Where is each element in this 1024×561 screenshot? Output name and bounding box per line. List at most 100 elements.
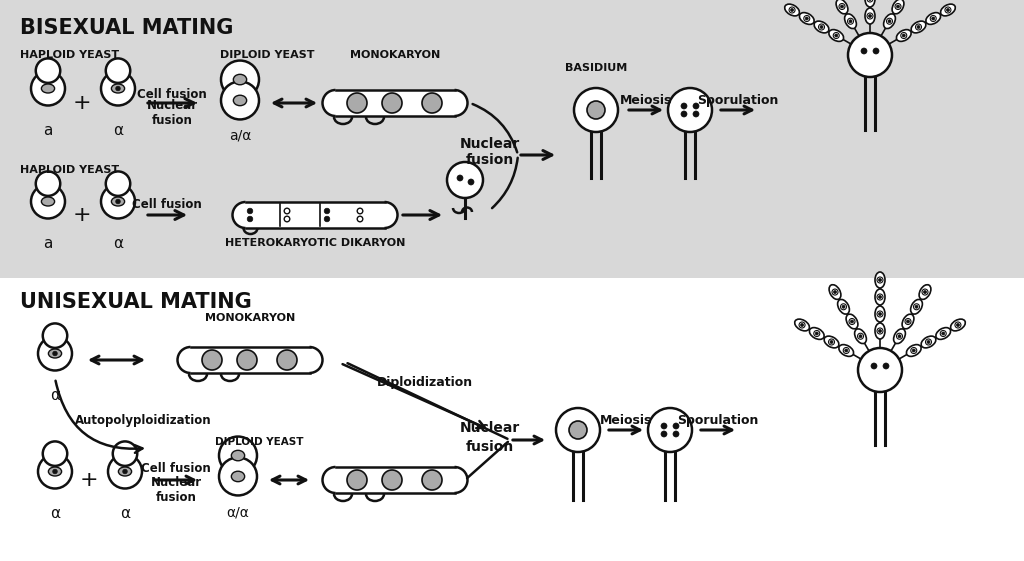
Ellipse shape bbox=[845, 14, 856, 29]
Circle shape bbox=[219, 436, 257, 475]
Ellipse shape bbox=[795, 319, 809, 331]
Circle shape bbox=[848, 18, 853, 24]
Circle shape bbox=[323, 467, 348, 493]
Text: Meiosis: Meiosis bbox=[600, 413, 652, 426]
Text: HAPLOID YEAST: HAPLOID YEAST bbox=[20, 50, 119, 60]
Circle shape bbox=[105, 58, 130, 83]
Ellipse shape bbox=[814, 21, 828, 33]
Text: Cell fusion: Cell fusion bbox=[132, 197, 202, 210]
Ellipse shape bbox=[941, 4, 955, 16]
Circle shape bbox=[108, 454, 142, 489]
Text: α: α bbox=[120, 505, 130, 521]
Ellipse shape bbox=[892, 0, 904, 14]
Ellipse shape bbox=[920, 284, 931, 300]
Circle shape bbox=[867, 0, 873, 2]
Circle shape bbox=[858, 348, 902, 392]
Ellipse shape bbox=[837, 0, 848, 14]
Ellipse shape bbox=[874, 289, 885, 305]
Ellipse shape bbox=[809, 328, 824, 339]
Ellipse shape bbox=[48, 349, 61, 358]
Circle shape bbox=[668, 88, 712, 132]
Ellipse shape bbox=[922, 336, 936, 348]
Ellipse shape bbox=[800, 12, 814, 24]
Text: α: α bbox=[113, 122, 123, 137]
Circle shape bbox=[43, 323, 68, 348]
Circle shape bbox=[799, 322, 805, 328]
Circle shape bbox=[285, 216, 290, 222]
Circle shape bbox=[815, 332, 818, 335]
Ellipse shape bbox=[855, 329, 866, 343]
Circle shape bbox=[177, 347, 204, 373]
Circle shape bbox=[681, 111, 687, 117]
Ellipse shape bbox=[906, 344, 922, 356]
Ellipse shape bbox=[936, 328, 950, 339]
Circle shape bbox=[926, 339, 932, 345]
Circle shape bbox=[681, 103, 687, 109]
Circle shape bbox=[52, 469, 57, 474]
Text: α: α bbox=[50, 388, 60, 402]
Circle shape bbox=[861, 48, 867, 54]
Circle shape bbox=[36, 58, 60, 83]
Circle shape bbox=[556, 408, 600, 452]
Ellipse shape bbox=[926, 12, 941, 24]
Circle shape bbox=[843, 347, 849, 353]
Text: Autopolyploidization: Autopolyploidization bbox=[75, 413, 212, 426]
Bar bbox=[246, 202, 384, 228]
Text: DIPLOID YEAST: DIPLOID YEAST bbox=[215, 437, 303, 447]
Text: HAPLOID YEAST: HAPLOID YEAST bbox=[20, 165, 119, 175]
Circle shape bbox=[814, 330, 820, 337]
Circle shape bbox=[113, 442, 137, 466]
Circle shape bbox=[38, 337, 72, 370]
Circle shape bbox=[913, 304, 920, 310]
Text: Meiosis: Meiosis bbox=[620, 94, 672, 107]
Circle shape bbox=[877, 328, 883, 334]
Circle shape bbox=[357, 208, 362, 214]
Circle shape bbox=[232, 202, 258, 228]
Circle shape bbox=[828, 339, 835, 345]
Circle shape bbox=[587, 101, 605, 119]
Ellipse shape bbox=[231, 450, 245, 461]
Circle shape bbox=[830, 341, 833, 343]
Circle shape bbox=[221, 61, 259, 99]
Circle shape bbox=[804, 16, 810, 21]
Ellipse shape bbox=[865, 8, 874, 24]
Circle shape bbox=[868, 15, 871, 17]
Bar bbox=[0, 0, 1024, 278]
Circle shape bbox=[457, 175, 463, 181]
Text: HETEROKARYOTIC DIKARYON: HETEROKARYOTIC DIKARYON bbox=[225, 238, 406, 248]
Circle shape bbox=[873, 48, 879, 54]
Circle shape bbox=[31, 185, 65, 218]
Text: Diploidization: Diploidization bbox=[377, 375, 473, 389]
Ellipse shape bbox=[950, 319, 966, 331]
Text: +: + bbox=[73, 205, 91, 225]
Ellipse shape bbox=[902, 314, 913, 329]
Circle shape bbox=[946, 8, 949, 11]
Ellipse shape bbox=[838, 300, 849, 314]
Circle shape bbox=[297, 347, 323, 373]
Ellipse shape bbox=[784, 4, 800, 16]
Ellipse shape bbox=[119, 467, 132, 476]
Text: a: a bbox=[43, 236, 52, 251]
Circle shape bbox=[912, 349, 915, 352]
Circle shape bbox=[915, 305, 918, 309]
Circle shape bbox=[910, 347, 916, 353]
Circle shape bbox=[879, 278, 882, 282]
Text: α: α bbox=[50, 505, 60, 521]
Circle shape bbox=[468, 179, 474, 185]
Circle shape bbox=[441, 467, 468, 493]
Circle shape bbox=[834, 291, 837, 293]
Circle shape bbox=[841, 5, 844, 8]
Text: α: α bbox=[113, 236, 123, 251]
Ellipse shape bbox=[874, 272, 885, 288]
Circle shape bbox=[673, 423, 679, 429]
Circle shape bbox=[101, 71, 135, 105]
Circle shape bbox=[818, 24, 824, 30]
Circle shape bbox=[956, 324, 959, 327]
Circle shape bbox=[831, 289, 838, 295]
Ellipse shape bbox=[41, 197, 54, 206]
Circle shape bbox=[447, 162, 483, 198]
Bar bbox=[190, 347, 309, 373]
Text: Nuclear
fusion: Nuclear fusion bbox=[146, 99, 198, 127]
Circle shape bbox=[382, 93, 402, 113]
Circle shape bbox=[896, 5, 899, 8]
